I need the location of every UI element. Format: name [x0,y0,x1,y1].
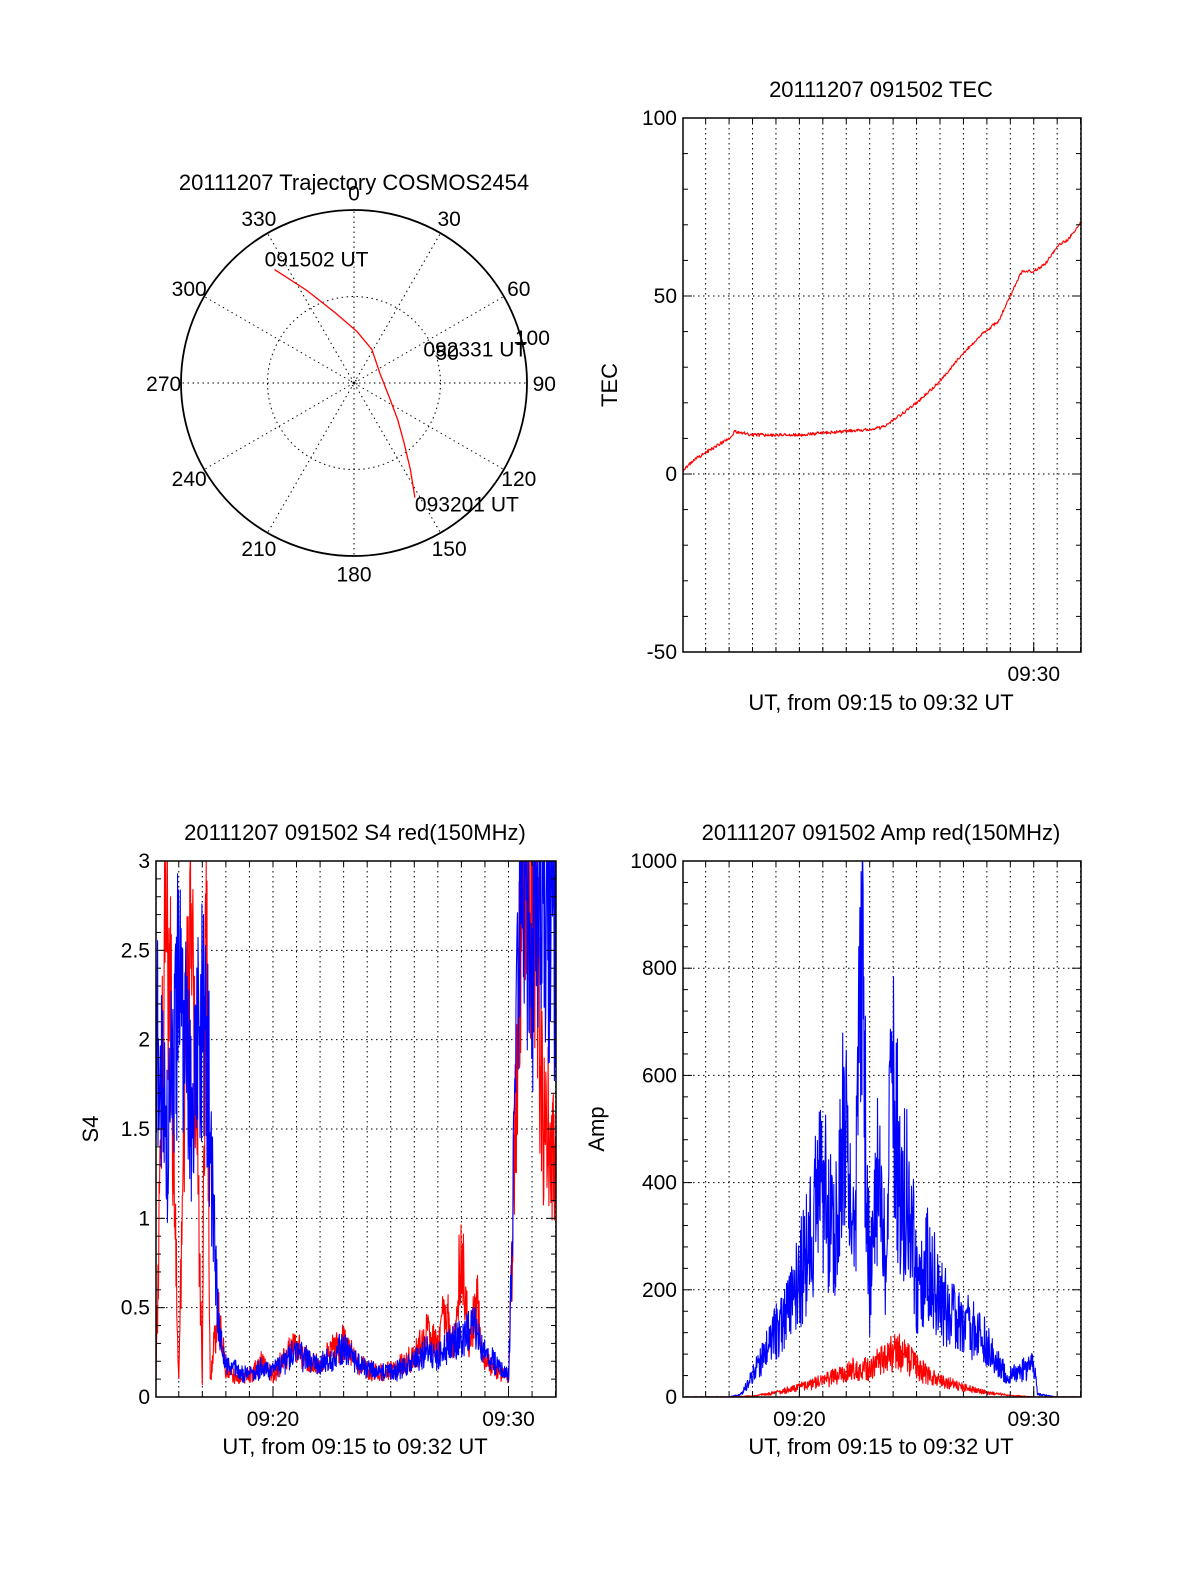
tec-ticks: -50 0 50 100 09:30 [642,107,1082,686]
y-tick-label: 0 [138,1386,150,1409]
s4-panel: 20111207 091502 S4 red(150MHz) 0 0.5 1 1.5 2… [78,820,557,1459]
x-tick-label: 09:30 [1007,663,1060,686]
polar-azimuth-label: 30 [437,208,460,231]
polar-trajectory-panel: 20111207 Trajectory COSMOS2454 0 30 60 90 12… [146,170,556,586]
series-line [682,1333,1082,1398]
series-line [682,860,1082,1398]
s4-grid [156,861,557,1397]
tec-xlabel: UT, from 09:15 to 09:32 UT [748,690,1013,715]
tec-grid [683,118,1082,652]
amp-title: 20111207 091502 Amp red(150MHz) [702,820,1061,845]
y-tick-label: 400 [642,1172,677,1195]
s4-ticks: 0 0.5 1 1.5 2 2.5 3 09:20 09:30 [121,850,557,1431]
s4-ylabel: S4 [78,1116,103,1143]
tec-series [682,221,1082,473]
amp-xlabel: UT, from 09:15 to 09:32 UT [748,1434,1013,1459]
y-tick-label: 50 [654,285,677,308]
polar-radius-label: 100 [515,327,550,350]
polar-spoke [353,382,505,470]
polar-azimuth-label: 0 [348,183,360,206]
y-tick-label: 0 [665,463,677,486]
y-tick-label: 2 [138,1029,150,1052]
polar-spoke [267,232,355,384]
x-tick-label: 09:30 [1007,1408,1060,1431]
series-line [155,860,557,1386]
polar-azimuth-label: 60 [507,278,530,301]
polar-spoke [353,296,505,384]
polar-spoke [267,382,355,534]
tec-ylabel: TEC [597,363,622,407]
x-tick-label: 09:20 [247,1408,300,1431]
tec-frame [682,117,1082,653]
tec-title: 20111207 091502 TEC [769,77,993,102]
polar-azimuth-label: 150 [432,538,467,561]
polar-spoke [353,382,441,534]
y-tick-label: -50 [647,641,677,664]
polar-azimuth-label: 120 [501,468,536,491]
y-tick-label: 0.5 [121,1297,150,1320]
s4-series [155,860,557,1386]
y-tick-label: 1 [138,1207,150,1230]
amp-ylabel: Amp [584,1106,609,1151]
s4-xlabel: UT, from 09:15 to 09:32 UT [222,1434,487,1459]
amp-series [682,860,1082,1398]
amp-grid [683,861,1082,1397]
y-tick-label: 2.5 [121,939,150,962]
series-line [155,860,557,1384]
polar-azimuth-label: 330 [241,208,276,231]
y-tick-label: 1000 [630,850,677,873]
polar-radius-labels: 50 100 [436,327,550,365]
y-tick-label: 800 [642,957,677,980]
polar-outer-circle [180,209,528,557]
series-line [682,221,1082,473]
polar-azimuth-label: 90 [533,373,556,396]
y-tick-label: 3 [138,850,150,873]
polar-spoke [353,232,441,384]
polar-azimuth-label: 240 [172,468,207,491]
amp-frame [682,860,1082,1398]
y-tick-label: 1.5 [121,1118,150,1141]
y-tick-label: 600 [642,1064,677,1087]
polar-azimuth-label: 210 [241,538,276,561]
x-tick-label: 09:20 [773,1408,826,1431]
x-tick-label: 09:30 [482,1408,535,1431]
y-tick-label: 200 [642,1279,677,1302]
amp-panel: 20111207 091502 Amp red(150MHz) 0 200 400 6… [584,820,1082,1459]
y-tick-label: 100 [642,107,677,130]
polar-time-annotation: 091502 UT [265,249,369,272]
s4-title: 20111207 091502 S4 red(150MHz) [184,820,526,845]
polar-spoke [203,382,355,470]
polar-time-annotation: 092331 UT [423,338,527,361]
polar-trajectory-line [274,269,416,498]
amp-ticks: 0 200 400 600 800 1000 09:20 09:30 [630,850,1082,1431]
polar-azimuth-labels: 0 30 60 90 120 150 180 210 240 270 300 330 [146,183,556,587]
polar-spoke [203,296,355,384]
y-tick-label: 0 [665,1386,677,1409]
polar-time-annotation: 093201 UT [415,494,519,517]
polar-title: 20111207 Trajectory COSMOS2454 [179,170,529,195]
polar-azimuth-label: 180 [336,563,371,586]
polar-azimuth-label: 270 [146,373,181,396]
polar-azimuth-label: 300 [172,278,207,301]
polar-center-mark [350,379,358,387]
polar-annotations: 091502 UT 092331 UT 093201 UT [265,249,528,517]
polar-grid [181,210,527,556]
polar-radius-label: 50 [436,342,459,365]
tec-panel: 20111207 091502 TEC -50 0 50 100 09:30 UT, f… [597,77,1082,715]
polar-series [274,269,416,498]
